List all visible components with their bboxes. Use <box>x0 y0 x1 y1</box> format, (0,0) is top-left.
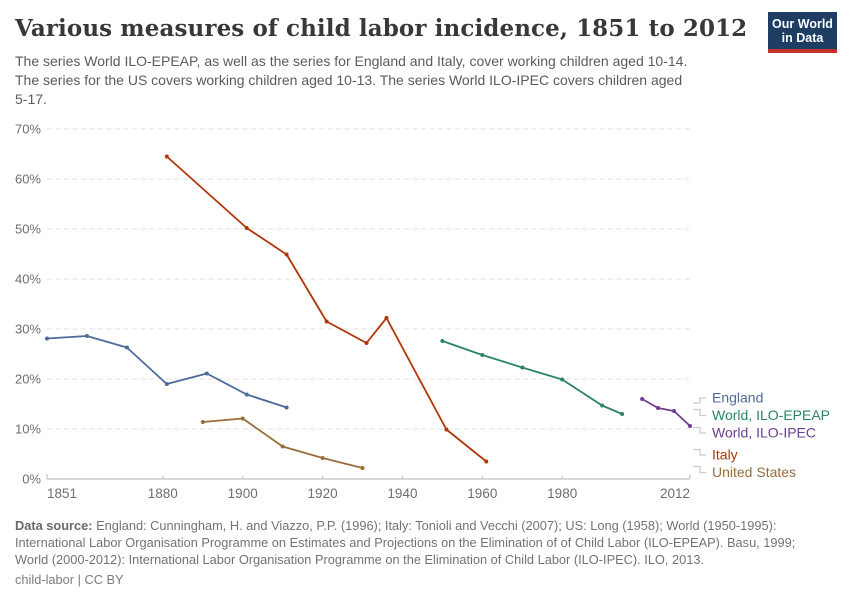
source-line: World (2000-2012): International Labor O… <box>15 552 705 567</box>
series-point-italy <box>444 427 449 432</box>
data-source-text: Data source: England: Cunningham, H. and… <box>15 517 835 568</box>
x-tick-label: 1940 <box>387 486 417 501</box>
series-point-united-states <box>320 456 325 460</box>
x-tick-label: 1880 <box>148 486 178 501</box>
series-point-england <box>164 382 169 386</box>
y-tick-label: 50% <box>15 222 41 237</box>
series-point-world-ilo-epeap <box>620 412 625 416</box>
series-point-italy <box>164 154 169 159</box>
legend-leader-united-states <box>693 465 706 474</box>
owid-logo-line2: in Data <box>781 31 824 45</box>
chart-canvas: 0% 10% 20% 30% 40% 50% 60% 70% 1851 1880 1900 1920 1… <box>15 122 830 502</box>
line-chart: 0% 10% 20% 30% 40% 50% 60% 70% 1851 1880 1900 1920 1… <box>0 115 850 505</box>
series-point-world-ilo-epeap <box>520 365 525 370</box>
y-tick-label: 10% <box>15 422 41 437</box>
series-point-world-ilo-epeap <box>440 339 445 343</box>
series-point-world-ilo-ipec <box>672 409 676 413</box>
chart-subtitle: The series World ILO-EPEAP, as well as t… <box>15 52 775 109</box>
x-tick-label: 2012 <box>660 486 690 501</box>
license-note: child-labor | CC BY <box>15 572 124 587</box>
series-point-italy <box>324 319 329 324</box>
legend-label-italy: Italy <box>712 447 738 463</box>
series-point-italy <box>384 316 389 320</box>
y-tick-label: 70% <box>15 122 41 137</box>
series-line-world-ilo-ipec <box>641 398 691 427</box>
x-tick-label: 1851 <box>47 486 77 501</box>
series-point-england <box>84 334 89 338</box>
series-line-united-states <box>201 417 364 469</box>
legend-label-world-ilo-epeap: World, ILO-EPEAP <box>712 407 830 423</box>
x-tick-label: 1900 <box>228 486 258 501</box>
series-point-world-ilo-ipec <box>688 424 692 428</box>
series-point-world-ilo-epeap <box>480 353 485 357</box>
legend-leader-world-ilo-epeap <box>693 408 706 417</box>
source-line: International Labor Organisation Program… <box>15 535 796 550</box>
y-tick-label: 30% <box>15 322 41 337</box>
series-line-england <box>46 335 288 409</box>
legend-label-world-ilo-ipec: World, ILO-IPEC <box>712 425 816 441</box>
series-point-united-states <box>240 416 245 421</box>
legend-leader-world-ilo-ipec <box>693 426 706 434</box>
series-point-england <box>124 345 129 350</box>
series-point-england <box>244 392 249 397</box>
legend-label-united-states: United States <box>712 464 796 480</box>
chart-title: Various measures of child labor incidenc… <box>15 15 748 42</box>
subtitle-line: 5-17. <box>15 91 47 107</box>
series-point-england <box>45 336 49 341</box>
series-point-world-ilo-ipec <box>656 406 660 410</box>
legend-leader-italy <box>693 448 706 456</box>
subtitle-line: The series World ILO-EPEAP, as well as t… <box>15 53 688 69</box>
legend-leader-england <box>693 397 706 404</box>
y-tick-label: 20% <box>15 372 41 387</box>
subtitle-line: The series for the US covers working chi… <box>15 72 683 88</box>
x-tick-label: 1980 <box>547 486 577 501</box>
series-point-italy <box>284 252 289 257</box>
series-point-england <box>204 371 209 376</box>
series-point-italy <box>244 226 249 230</box>
series-line-world-ilo-epeap <box>441 340 623 415</box>
series-point-united-states <box>360 466 365 470</box>
legend-label-england: England <box>712 390 763 406</box>
source-line: England: Cunningham, H. and Viazzo, P.P.… <box>96 518 777 533</box>
series-point-italy <box>364 341 369 345</box>
series-point-world-ilo-epeap <box>560 377 565 382</box>
y-tick-label: 0% <box>22 472 41 487</box>
series-point-world-ilo-ipec <box>640 397 645 401</box>
series-point-world-ilo-epeap <box>600 403 605 408</box>
series-point-italy <box>484 459 489 464</box>
y-tick-label: 60% <box>15 172 41 187</box>
series-point-england <box>284 405 289 410</box>
y-tick-label: 40% <box>15 272 41 287</box>
owid-logo-line1: Our World <box>772 17 833 31</box>
series-line-italy <box>165 155 488 463</box>
x-tick-label: 1920 <box>308 486 338 501</box>
owid-logo: Our World in Data <box>768 12 837 53</box>
data-source-label: Data source: <box>15 518 93 533</box>
series-point-united-states <box>280 444 285 449</box>
series-point-united-states <box>200 420 205 424</box>
x-tick-label: 1960 <box>467 486 497 501</box>
